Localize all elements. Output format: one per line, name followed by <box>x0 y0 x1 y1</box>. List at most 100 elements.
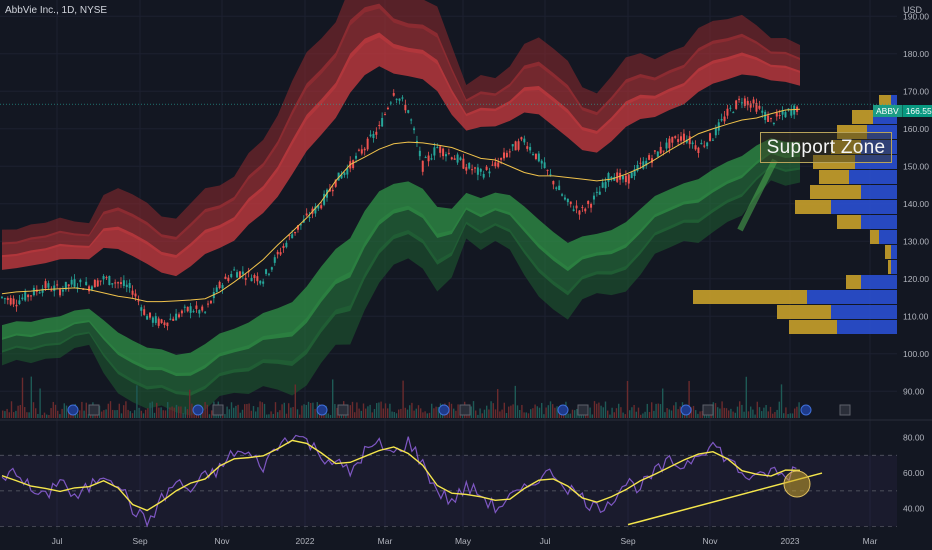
volume-bar <box>50 408 52 418</box>
volume-bar <box>739 401 741 418</box>
volume-bar <box>611 407 613 418</box>
volume-bar <box>228 409 230 418</box>
candle-body <box>363 148 366 151</box>
volume-bar <box>211 410 213 418</box>
volume-bar <box>609 414 611 418</box>
volume-bar <box>180 406 182 418</box>
volume-bar <box>349 405 351 418</box>
rsi-tick-label: 40.00 <box>903 504 925 514</box>
volume-bar <box>204 402 206 418</box>
volume-bar <box>602 407 604 418</box>
volume-bar <box>274 402 277 418</box>
volume-bar <box>39 388 41 418</box>
lower-band-fill <box>2 138 800 377</box>
volume-bar <box>576 408 578 418</box>
candle-body <box>140 307 143 311</box>
volume-bar <box>723 407 725 418</box>
volume-bar <box>329 414 332 418</box>
volume-bar <box>248 403 250 418</box>
candle-body <box>633 169 636 176</box>
volume-bar <box>402 380 404 418</box>
volume-profile-buy-bar <box>879 230 897 244</box>
volume-bar <box>692 405 695 418</box>
candle-body <box>50 290 53 292</box>
candle-body <box>587 200 590 205</box>
candle-body <box>366 138 369 150</box>
candle-body <box>70 279 73 285</box>
volume-bar <box>301 405 303 418</box>
volume-bar <box>393 412 395 418</box>
candle-body <box>442 148 445 157</box>
candle-body <box>511 144 514 147</box>
volume-bar <box>413 410 415 418</box>
candle-body <box>709 133 712 141</box>
candle-body <box>752 99 755 104</box>
candle-body <box>201 306 204 311</box>
candle-body <box>183 306 186 308</box>
candle-body <box>93 279 96 288</box>
candle-body <box>639 162 642 164</box>
candle-body <box>630 172 633 179</box>
volume-bar <box>774 411 776 418</box>
volume-bar <box>158 407 160 418</box>
candle-body <box>128 282 131 288</box>
volume-bar <box>10 401 13 418</box>
candle-body <box>738 98 741 100</box>
candle-body <box>540 160 543 164</box>
volume-bar <box>61 408 63 418</box>
candle-body <box>433 147 436 156</box>
candle-body <box>328 188 331 192</box>
candle-body <box>299 224 302 226</box>
time-tick-label: Nov <box>214 536 230 546</box>
volume-bar <box>279 410 281 418</box>
candle-body <box>665 142 668 149</box>
time-tick-label: 2022 <box>296 536 315 546</box>
volume-bar <box>486 405 488 418</box>
currency-label: USD <box>902 5 922 15</box>
candle-body <box>381 118 384 127</box>
volume-bar <box>593 401 596 418</box>
candle-body <box>404 104 407 111</box>
volume-bar <box>747 411 750 418</box>
price-tick-label: 170.00 <box>903 86 929 96</box>
candle-body <box>105 277 108 279</box>
volume-bar <box>503 402 505 418</box>
volume-bar <box>169 407 171 418</box>
candle-body <box>38 292 41 294</box>
volume-bar <box>655 403 657 418</box>
volume-bar <box>734 412 736 418</box>
candle-body <box>729 107 732 109</box>
candle-body <box>151 317 154 323</box>
volume-bar <box>17 405 19 418</box>
candle-body <box>607 173 610 182</box>
volume-bar <box>521 404 523 418</box>
candle-body <box>291 234 294 239</box>
volume-bar <box>134 410 136 418</box>
candle-body <box>621 175 624 180</box>
candle-body <box>485 166 488 170</box>
candle-body <box>157 318 160 326</box>
volume-profile-sell-bar <box>846 275 861 289</box>
time-tick-label: 2023 <box>781 536 800 546</box>
candle-body <box>494 162 497 167</box>
support-zone-label[interactable]: Support Zone <box>760 132 892 163</box>
volume-bar <box>272 413 274 418</box>
candle-body <box>740 102 743 104</box>
candle-body <box>430 158 433 160</box>
candle-body <box>108 275 111 286</box>
volume-bar <box>63 403 65 418</box>
candle-body <box>563 197 566 200</box>
candle-body <box>500 157 503 160</box>
volume-profile-buy-bar <box>861 140 897 154</box>
volume-bar <box>112 409 114 418</box>
dividend-marker-icon <box>438 404 450 416</box>
volume-bar <box>457 404 459 418</box>
time-tick-label: May <box>455 536 472 546</box>
candle-body <box>30 295 33 297</box>
volume-bar <box>24 407 26 418</box>
earnings-marker-icon <box>839 404 851 416</box>
volume-bar <box>48 414 50 418</box>
candle-body <box>238 271 241 278</box>
candle-body <box>456 154 459 163</box>
